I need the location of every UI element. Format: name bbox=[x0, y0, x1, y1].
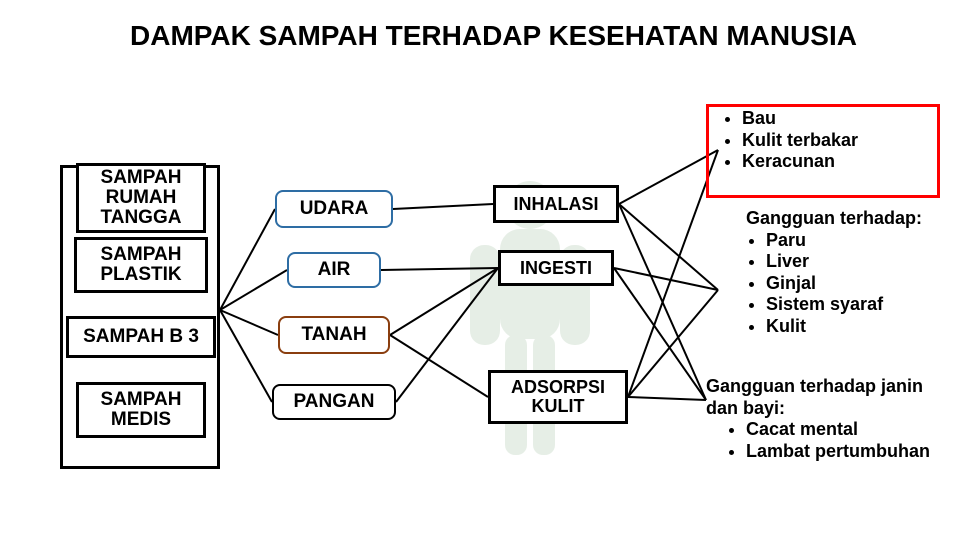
list-item: Ginjal bbox=[766, 273, 940, 295]
effects-janin-label: Gangguan terhadap janin dan bayi: bbox=[706, 376, 946, 419]
effects-janin: Gangguan terhadap janin dan bayi: Cacat … bbox=[706, 376, 946, 462]
list-item: Lambat pertumbuhan bbox=[746, 441, 946, 463]
effects-organ: Gangguan terhadap: ParuLiverGinjalSistem… bbox=[720, 208, 940, 338]
effects-organ-label: Gangguan terhadap: bbox=[720, 208, 940, 230]
route-adsorpsi-kulit: ADSORPSI KULIT bbox=[488, 370, 628, 424]
source-sampah-medis: SAMPAH MEDIS bbox=[76, 382, 206, 438]
media-pangan: PANGAN bbox=[272, 384, 396, 420]
list-item: Cacat mental bbox=[746, 419, 946, 441]
list-item: Keracunan bbox=[742, 151, 940, 173]
media-tanah: TANAH bbox=[278, 316, 390, 354]
page-title: DAMPAK SAMPAH TERHADAP KESEHATAN MANUSIA bbox=[130, 20, 857, 52]
list-item: Bau bbox=[742, 108, 940, 130]
media-udara: UDARA bbox=[275, 190, 393, 228]
list-item: Kulit bbox=[766, 316, 940, 338]
source-sampah-b3: SAMPAH B 3 bbox=[66, 316, 216, 358]
route-ingesti: INGESTI bbox=[498, 250, 614, 286]
source-sampah-plastik: SAMPAH PLASTIK bbox=[74, 237, 208, 293]
list-item: Paru bbox=[766, 230, 940, 252]
source-sampah-rumah-tangga: SAMPAH RUMAH TANGGA bbox=[76, 163, 206, 233]
effects-immediate: BauKulit terbakarKeracunan bbox=[720, 108, 940, 173]
route-inhalasi: INHALASI bbox=[493, 185, 619, 223]
list-item: Sistem syaraf bbox=[766, 294, 940, 316]
list-item: Kulit terbakar bbox=[742, 130, 940, 152]
media-air: AIR bbox=[287, 252, 381, 288]
list-item: Liver bbox=[766, 251, 940, 273]
